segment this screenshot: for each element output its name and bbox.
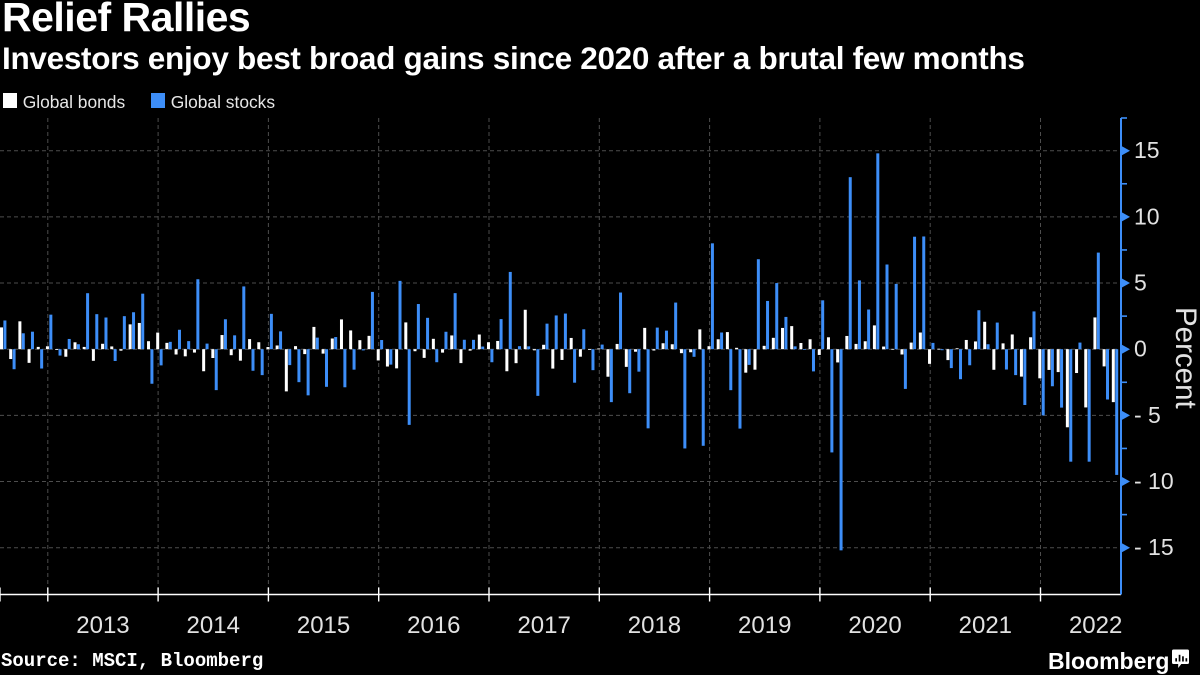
svg-text:2014: 2014 [187, 612, 240, 639]
svg-text:2015: 2015 [297, 612, 350, 639]
svg-text:2016: 2016 [407, 612, 460, 639]
svg-text:2017: 2017 [517, 612, 570, 639]
svg-text:- 5: - 5 [1134, 402, 1161, 428]
svg-text:- 15: - 15 [1134, 534, 1174, 560]
svg-text:2013: 2013 [76, 612, 129, 639]
svg-text:2022: 2022 [1069, 612, 1122, 639]
svg-text:2021: 2021 [959, 612, 1012, 639]
svg-text:15: 15 [1134, 137, 1160, 163]
svg-text:5: 5 [1134, 270, 1147, 296]
svg-text:2020: 2020 [848, 612, 901, 639]
svg-text:10: 10 [1134, 203, 1160, 229]
svg-text:2018: 2018 [628, 612, 681, 639]
svg-text:- 10: - 10 [1134, 468, 1174, 494]
svg-text:0: 0 [1134, 336, 1147, 362]
svg-text:2019: 2019 [738, 612, 791, 639]
